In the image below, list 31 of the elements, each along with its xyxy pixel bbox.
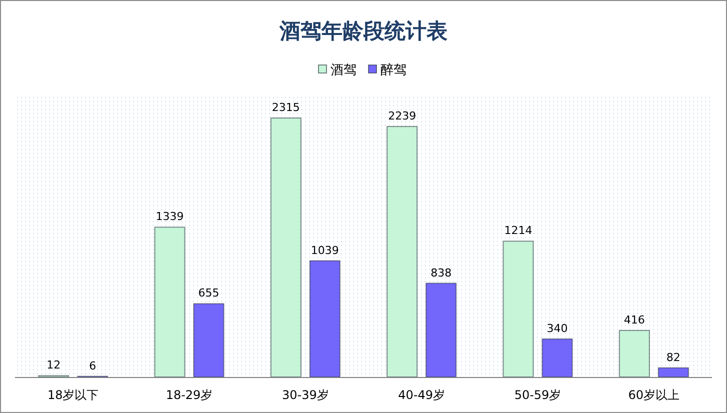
x-tick-label: 30-39岁 bbox=[282, 388, 329, 402]
bar bbox=[193, 303, 224, 378]
bar bbox=[502, 240, 534, 378]
data-label: 82 bbox=[666, 350, 680, 364]
data-label: 2315 bbox=[272, 101, 300, 114]
data-label: 838 bbox=[430, 266, 452, 280]
bar bbox=[309, 260, 340, 378]
x-tick-label: 18岁以下 bbox=[47, 388, 99, 402]
data-label: 340 bbox=[546, 322, 568, 335]
x-tick-label: 18-29岁 bbox=[166, 388, 213, 402]
data-label: 655 bbox=[198, 286, 220, 300]
data-label: 1039 bbox=[310, 244, 339, 257]
x-tick-label: 50-59岁 bbox=[514, 388, 562, 402]
data-label: 2239 bbox=[388, 110, 416, 123]
data-label: 1214 bbox=[504, 224, 532, 238]
bar bbox=[658, 367, 689, 378]
data-label: 416 bbox=[624, 313, 645, 326]
bar bbox=[542, 338, 573, 378]
bar bbox=[618, 330, 650, 378]
bar bbox=[154, 226, 186, 378]
x-tick-label: 60岁以上 bbox=[628, 388, 680, 402]
legend-label: 酒驾 bbox=[330, 63, 356, 78]
bar bbox=[386, 126, 418, 378]
data-label: 6 bbox=[89, 359, 96, 372]
x-tick-label: 40-49岁 bbox=[398, 388, 446, 402]
chart-title: 酒驾年龄段统计表 bbox=[278, 19, 448, 43]
legend-label: 醉驾 bbox=[380, 63, 406, 78]
bar bbox=[426, 282, 457, 378]
data-label: 12 bbox=[46, 358, 61, 372]
data-label: 1339 bbox=[156, 210, 184, 224]
bar bbox=[270, 118, 302, 378]
